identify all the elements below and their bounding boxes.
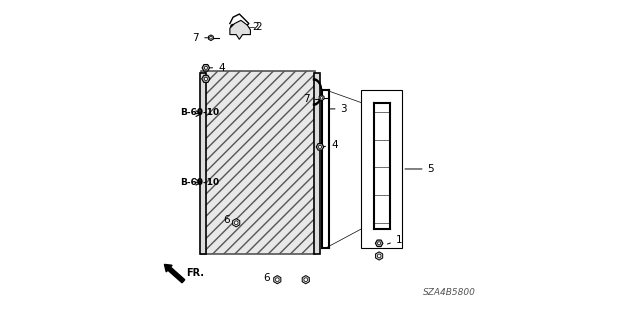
Circle shape	[319, 145, 321, 148]
Polygon shape	[376, 252, 383, 260]
Circle shape	[378, 242, 381, 245]
Polygon shape	[375, 240, 383, 247]
Text: 2: 2	[255, 22, 262, 32]
Polygon shape	[274, 276, 281, 284]
Text: 6: 6	[263, 273, 277, 283]
Text: 1: 1	[387, 235, 403, 245]
Circle shape	[231, 25, 236, 29]
Text: 2: 2	[252, 22, 259, 32]
Polygon shape	[316, 144, 324, 150]
Text: 4: 4	[324, 140, 338, 150]
Polygon shape	[230, 20, 250, 39]
Bar	[202, 71, 316, 254]
Text: 7: 7	[303, 94, 319, 104]
Text: FR.: FR.	[186, 268, 205, 278]
Polygon shape	[202, 75, 210, 82]
Text: B-60-10: B-60-10	[180, 108, 220, 116]
Polygon shape	[319, 95, 324, 101]
Polygon shape	[233, 219, 240, 227]
Bar	[200, 72, 205, 254]
Bar	[361, 90, 402, 248]
Circle shape	[210, 36, 212, 39]
Circle shape	[240, 25, 244, 29]
Circle shape	[320, 97, 323, 99]
Circle shape	[304, 278, 308, 281]
Circle shape	[378, 254, 381, 258]
Circle shape	[204, 66, 207, 69]
Text: 4: 4	[209, 63, 225, 73]
Text: SZA4B5800: SZA4B5800	[423, 288, 476, 297]
Polygon shape	[209, 35, 213, 41]
Polygon shape	[202, 64, 210, 71]
Circle shape	[234, 221, 238, 225]
Circle shape	[275, 278, 279, 281]
Polygon shape	[302, 276, 309, 284]
Text: 7: 7	[193, 33, 208, 43]
Text: 3: 3	[329, 104, 347, 114]
Text: 6: 6	[223, 215, 236, 225]
FancyArrow shape	[164, 264, 185, 283]
Bar	[314, 72, 320, 254]
Circle shape	[236, 25, 240, 29]
Text: 5: 5	[405, 164, 434, 174]
Text: B-60-10: B-60-10	[180, 178, 220, 187]
Circle shape	[204, 77, 207, 80]
